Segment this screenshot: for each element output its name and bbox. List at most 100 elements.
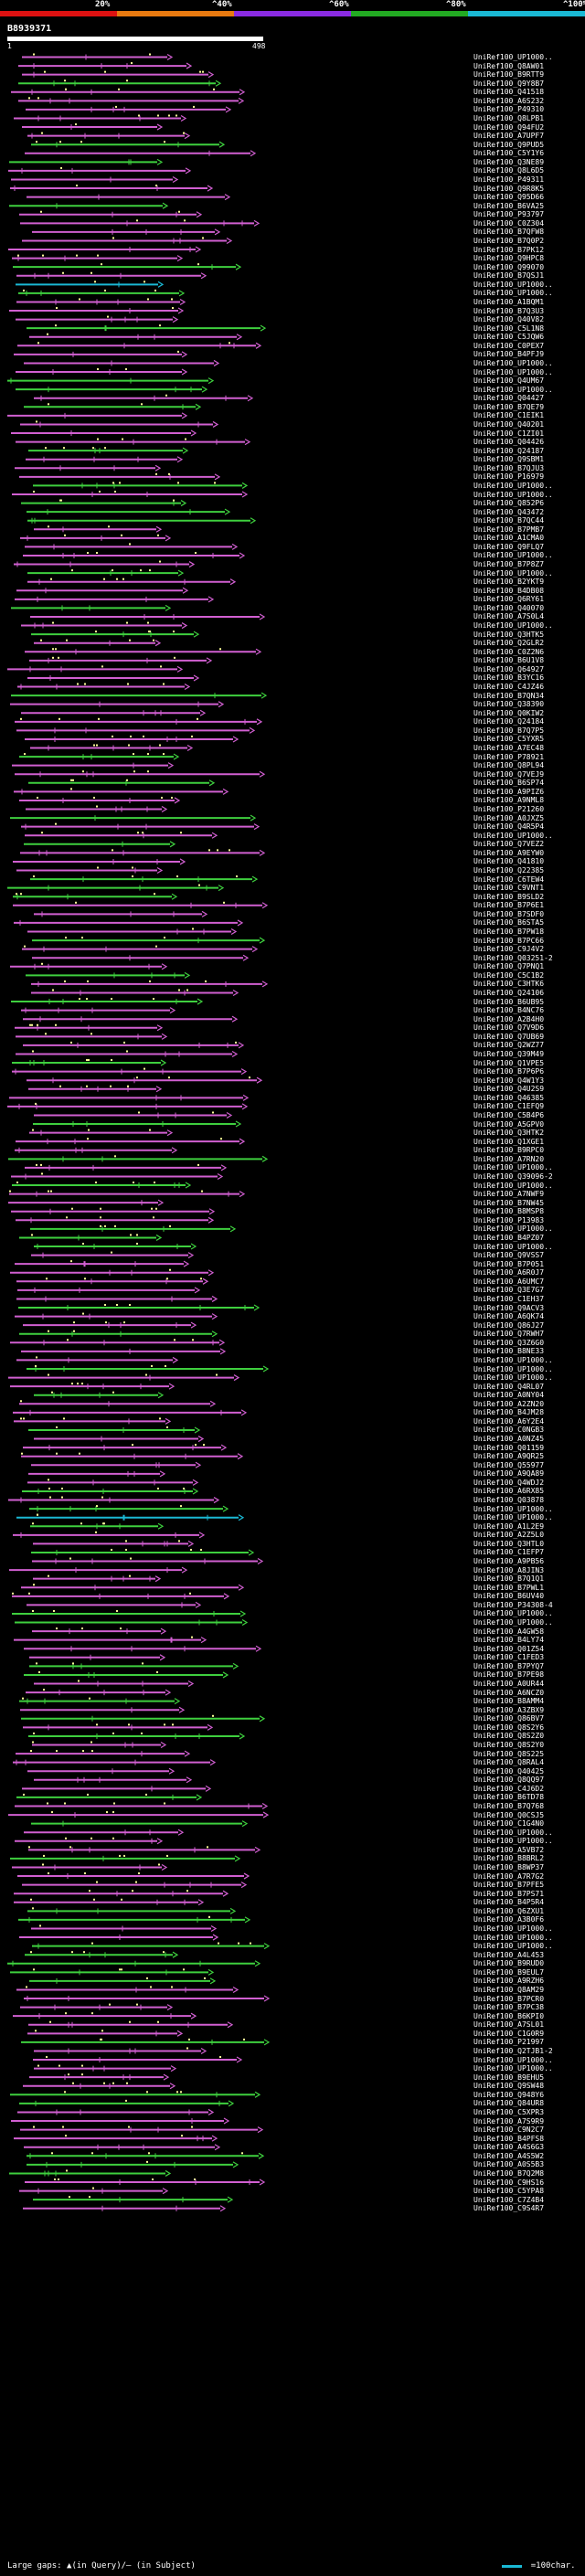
hit-row[interactable]: UniRef100_B4PZ07 — [0, 1234, 585, 1242]
hit-row[interactable]: UniRef100_Q86BV7 — [0, 1714, 585, 1723]
hit-row[interactable]: UniRef100_Q9FLQ7 — [0, 543, 585, 551]
hit-row[interactable]: UniRef100_C4J6D2 — [0, 1785, 585, 1793]
hit-id-label[interactable]: UniRef100_C1G4N0 — [473, 1819, 545, 1829]
hit-row[interactable]: UniRef100_Q03251-2 — [0, 954, 585, 962]
hit-row[interactable]: UniRef100_B7Q7P5 — [0, 726, 585, 735]
hit-id-label[interactable]: UniRef100_Q3NE89 — [473, 157, 545, 166]
hit-row[interactable]: UniRef100_A0UR44 — [0, 1680, 585, 1688]
hit-row[interactable]: UniRef100_C5B4P6 — [0, 1111, 585, 1119]
hit-id-label[interactable]: UniRef100_UP1000.. — [473, 385, 553, 394]
hit-row[interactable]: UniRef100_Q8QQ97 — [0, 1776, 585, 1784]
hit-id-label[interactable]: UniRef100_Q6RY61 — [473, 595, 545, 604]
hit-id-label[interactable]: UniRef100_UP1000.. — [473, 358, 553, 367]
hit-id-label[interactable]: UniRef100_B7Q0P2 — [473, 236, 545, 245]
hit-id-label[interactable]: UniRef100_Q4U2S9 — [473, 1085, 545, 1094]
hit-row[interactable]: UniRef100_B7QJU3 — [0, 464, 585, 472]
hit-id-label[interactable]: UniRef100_Q40070 — [473, 603, 545, 612]
hit-id-label[interactable]: UniRef100_Q4WDJ2 — [473, 1478, 545, 1487]
hit-row[interactable]: UniRef100_C0Z304 — [0, 219, 585, 228]
hit-row[interactable]: UniRef100_A8JIN3 — [0, 1566, 585, 1574]
hit-row[interactable]: UniRef100_B8NE33 — [0, 1347, 585, 1355]
hit-row[interactable]: UniRef100_A0NY04 — [0, 1391, 585, 1399]
hit-id-label[interactable]: UniRef100_C4J6D2 — [473, 1784, 545, 1793]
hit-row[interactable]: UniRef100_C7Z4B4 — [0, 2196, 585, 2204]
hit-row[interactable]: UniRef100_UP1000.. — [0, 1942, 585, 1950]
hit-row[interactable]: UniRef100_UP1000.. — [0, 1618, 585, 1627]
hit-row[interactable]: UniRef100_UP1000.. — [0, 386, 585, 394]
hit-id-label[interactable]: UniRef100_Q94FU2 — [473, 122, 545, 132]
hit-id-label[interactable]: UniRef100_A7R7G2 — [473, 1871, 545, 1881]
hit-id-label[interactable]: UniRef100_Q40V82 — [473, 315, 545, 324]
hit-id-label[interactable]: UniRef100_B7Q2M8 — [473, 2168, 545, 2178]
hit-id-label[interactable]: UniRef100_C5C1B2 — [473, 970, 545, 980]
hit-row[interactable]: UniRef100_B7QC44 — [0, 516, 585, 525]
hit-id-label[interactable]: UniRef100_Q95D66 — [473, 193, 545, 202]
hit-id-label[interactable]: UniRef100_A9QR25 — [473, 1452, 545, 1461]
hit-id-label[interactable]: UniRef100_Q9ACV3 — [473, 1303, 545, 1312]
hit-row[interactable]: UniRef100_Q95D66 — [0, 193, 585, 201]
hit-id-label[interactable]: UniRef100_UP1000.. — [473, 2055, 553, 2064]
hit-id-label[interactable]: UniRef100_B9EUL7 — [473, 1967, 545, 1977]
hit-row[interactable]: UniRef100_Q9PUD5 — [0, 141, 585, 149]
hit-id-label[interactable]: UniRef100_UP1000.. — [473, 831, 553, 840]
hit-row[interactable]: UniRef100_B7Q2M8 — [0, 2169, 585, 2178]
hit-row[interactable]: UniRef100_B7PMB7 — [0, 525, 585, 534]
hit-id-label[interactable]: UniRef100_B9EHU5 — [473, 2072, 545, 2082]
hit-row[interactable]: UniRef100_B7P6E1 — [0, 901, 585, 909]
hit-row[interactable]: UniRef100_Q04426 — [0, 438, 585, 446]
hit-id-label[interactable]: UniRef100_B7P6E1 — [473, 901, 545, 910]
hit-id-label[interactable]: UniRef100_A6NCZ0 — [473, 1688, 545, 1697]
hit-id-label[interactable]: UniRef100_Q2WZ77 — [473, 1041, 545, 1050]
hit-row[interactable]: UniRef100_A2ZN20 — [0, 1400, 585, 1408]
hit-row[interactable]: UniRef100_B7PWL1 — [0, 1584, 585, 1592]
hit-id-label[interactable]: UniRef100_B7PCR0 — [473, 1994, 545, 2003]
hit-row[interactable]: UniRef100_Q9R8K5 — [0, 185, 585, 193]
hit-row[interactable]: UniRef100_A7RN20 — [0, 1155, 585, 1163]
hit-row[interactable]: UniRef100_B7P6P6 — [0, 1067, 585, 1076]
hit-row[interactable]: UniRef100_Q7V9D6 — [0, 1023, 585, 1032]
hit-id-label[interactable]: UniRef100_P34308-4 — [473, 1600, 553, 1609]
hit-row[interactable]: UniRef100_Q03878 — [0, 1496, 585, 1504]
hit-row[interactable]: UniRef100_Q7RWH7 — [0, 1330, 585, 1338]
hit-id-label[interactable]: UniRef100_A2B4H0 — [473, 1014, 545, 1023]
hit-row[interactable]: UniRef100_A1BQM1 — [0, 298, 585, 306]
hit-id-label[interactable]: UniRef100_UP1000.. — [473, 367, 553, 376]
hit-row[interactable]: UniRef100_C5YXR5 — [0, 735, 585, 743]
hit-id-label[interactable]: UniRef100_Q9R8K5 — [473, 184, 545, 193]
hit-row[interactable]: UniRef100_B8BRL2 — [0, 1854, 585, 1862]
hit-row[interactable]: UniRef100_A5GPV0 — [0, 1120, 585, 1129]
hit-id-label[interactable]: UniRef100_B7PC38 — [473, 2003, 545, 2012]
hit-id-label[interactable]: UniRef100_A4GW58 — [473, 1627, 545, 1636]
hit-id-label[interactable]: UniRef100_Q24184 — [473, 717, 545, 726]
hit-id-label[interactable]: UniRef100_P21260 — [473, 805, 545, 814]
hit-id-label[interactable]: UniRef100_A1BQM1 — [473, 297, 545, 306]
hit-id-label[interactable]: UniRef100_Q9SW48 — [473, 2082, 545, 2091]
hit-row[interactable]: UniRef100_Q39096-2 — [0, 1172, 585, 1181]
hit-id-label[interactable]: UniRef100_B8MSP8 — [473, 1207, 545, 1216]
hit-row[interactable]: UniRef100_Q64927 — [0, 665, 585, 673]
hit-id-label[interactable]: UniRef100_A3B0F6 — [473, 1915, 545, 1924]
hit-row[interactable]: UniRef100_A4S6G3 — [0, 2143, 585, 2151]
hit-id-label[interactable]: UniRef100_B9RTT9 — [473, 70, 545, 80]
hit-id-label[interactable]: UniRef100_C1ZI01 — [473, 429, 545, 438]
hit-id-label[interactable]: UniRef100_A6R0J7 — [473, 1268, 545, 1277]
hit-row[interactable]: UniRef100_B8WP37 — [0, 1863, 585, 1871]
hit-id-label[interactable]: UniRef100_B7PYQ7 — [473, 1661, 545, 1670]
hit-id-label[interactable]: UniRef100_B7P8Z7 — [473, 560, 545, 569]
hit-id-label[interactable]: UniRef100_Q04427 — [473, 394, 545, 403]
hit-row[interactable]: UniRef100_Q3E7G7 — [0, 1286, 585, 1294]
hit-id-label[interactable]: UniRef100_Q852P6 — [473, 499, 545, 508]
hit-id-label[interactable]: UniRef100_Q2GLR2 — [473, 639, 545, 648]
hit-id-label[interactable]: UniRef100_A6S232 — [473, 96, 545, 105]
hit-row[interactable]: UniRef100_B9RPC0 — [0, 1146, 585, 1154]
hit-row[interactable]: UniRef100_Q3HTL0 — [0, 1540, 585, 1548]
hit-row[interactable]: UniRef100_Q852P6 — [0, 499, 585, 507]
hit-id-label[interactable]: UniRef100_Q8RAL4 — [473, 1758, 545, 1767]
hit-row[interactable]: UniRef100_UP1000.. — [0, 359, 585, 367]
hit-row[interactable]: UniRef100_B4NC76 — [0, 1006, 585, 1014]
hit-id-label[interactable]: UniRef100_Q9FLQ7 — [473, 542, 545, 551]
hit-row[interactable]: UniRef100_UP1000.. — [0, 1837, 585, 1845]
hit-row[interactable]: UniRef100_B7PW18 — [0, 928, 585, 936]
hit-row[interactable]: UniRef100_Q0KIW2 — [0, 709, 585, 717]
hit-row[interactable]: UniRef100_C1FED3 — [0, 1653, 585, 1661]
